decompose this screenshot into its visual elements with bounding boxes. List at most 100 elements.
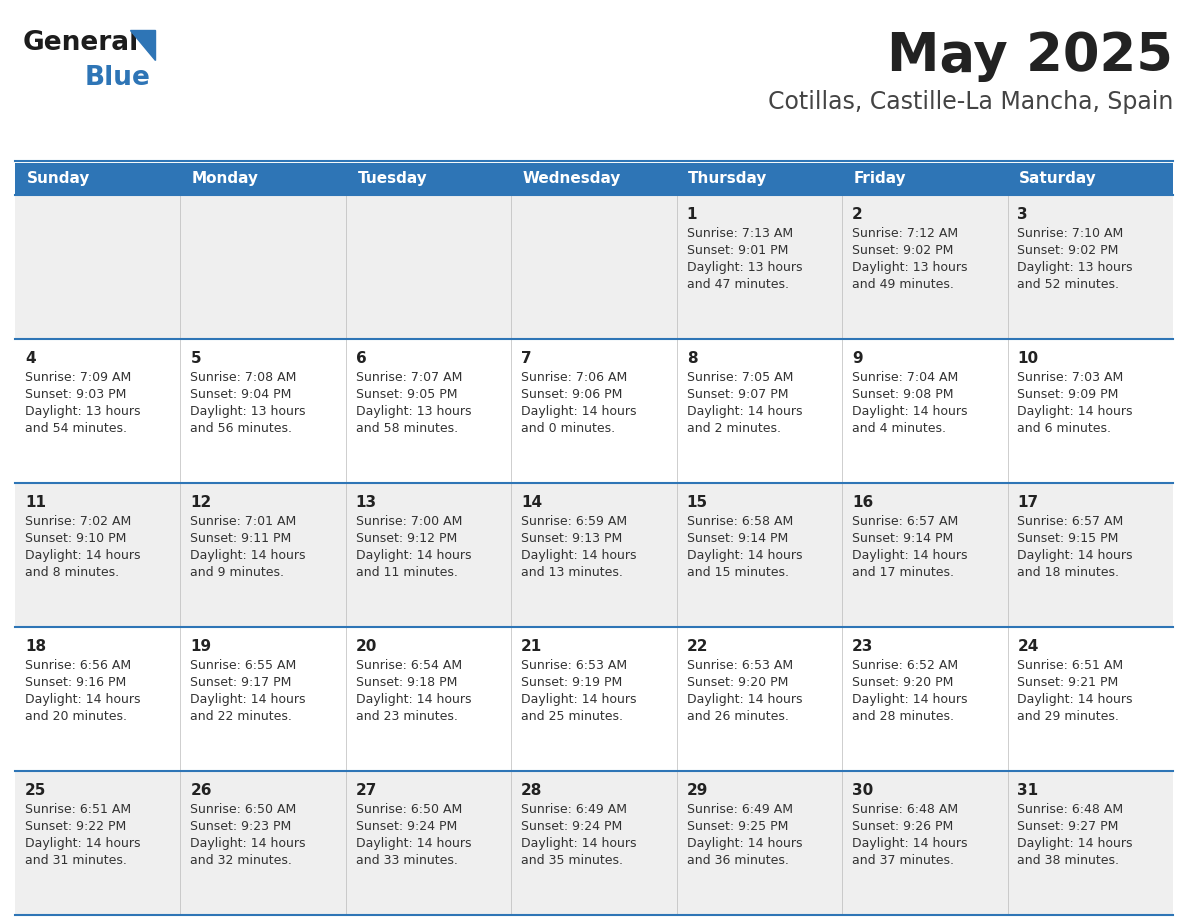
Bar: [677, 627, 842, 771]
Text: Sunset: 9:25 PM: Sunset: 9:25 PM: [687, 820, 788, 833]
Bar: [1007, 483, 1173, 627]
Text: Sunrise: 7:09 AM: Sunrise: 7:09 AM: [25, 371, 131, 384]
Text: Sunset: 9:22 PM: Sunset: 9:22 PM: [25, 820, 126, 833]
Text: 30: 30: [852, 783, 873, 798]
Text: Sunset: 9:13 PM: Sunset: 9:13 PM: [522, 532, 623, 545]
Bar: [181, 771, 346, 915]
Text: Daylight: 14 hours: Daylight: 14 hours: [687, 693, 802, 706]
Text: Daylight: 14 hours: Daylight: 14 hours: [355, 837, 472, 850]
Bar: [15, 483, 181, 627]
Text: 15: 15: [687, 495, 708, 510]
Text: Sunrise: 6:48 AM: Sunrise: 6:48 AM: [852, 803, 959, 816]
Text: Daylight: 14 hours: Daylight: 14 hours: [852, 405, 967, 418]
Bar: [1007, 339, 1173, 483]
Text: 10: 10: [1017, 351, 1038, 366]
Text: Sunset: 9:14 PM: Sunset: 9:14 PM: [687, 532, 788, 545]
Text: Daylight: 14 hours: Daylight: 14 hours: [1017, 837, 1133, 850]
Text: and 13 minutes.: and 13 minutes.: [522, 566, 623, 579]
Bar: [346, 339, 511, 483]
Text: Sunset: 9:17 PM: Sunset: 9:17 PM: [190, 676, 292, 689]
Bar: [677, 163, 842, 195]
Text: Daylight: 14 hours: Daylight: 14 hours: [1017, 405, 1133, 418]
Text: and 17 minutes.: and 17 minutes.: [852, 566, 954, 579]
Bar: [842, 195, 1007, 339]
Text: Daylight: 14 hours: Daylight: 14 hours: [852, 693, 967, 706]
Text: Sunset: 9:24 PM: Sunset: 9:24 PM: [522, 820, 623, 833]
Bar: [15, 339, 181, 483]
Text: Daylight: 13 hours: Daylight: 13 hours: [25, 405, 140, 418]
Text: Sunrise: 6:53 AM: Sunrise: 6:53 AM: [522, 659, 627, 672]
Text: Daylight: 14 hours: Daylight: 14 hours: [687, 549, 802, 562]
Text: 4: 4: [25, 351, 36, 366]
Text: Sunset: 9:01 PM: Sunset: 9:01 PM: [687, 244, 788, 257]
Text: and 54 minutes.: and 54 minutes.: [25, 422, 127, 435]
Text: Sunset: 9:20 PM: Sunset: 9:20 PM: [852, 676, 954, 689]
Bar: [346, 195, 511, 339]
Text: 26: 26: [190, 783, 211, 798]
Bar: [1007, 627, 1173, 771]
Text: and 29 minutes.: and 29 minutes.: [1017, 710, 1119, 723]
Text: Daylight: 13 hours: Daylight: 13 hours: [190, 405, 305, 418]
Text: Daylight: 14 hours: Daylight: 14 hours: [1017, 693, 1133, 706]
Text: 18: 18: [25, 639, 46, 654]
Text: and 15 minutes.: and 15 minutes.: [687, 566, 789, 579]
Text: Sunrise: 6:54 AM: Sunrise: 6:54 AM: [355, 659, 462, 672]
Bar: [677, 195, 842, 339]
Bar: [181, 483, 346, 627]
Text: Sunset: 9:06 PM: Sunset: 9:06 PM: [522, 388, 623, 401]
Text: 28: 28: [522, 783, 543, 798]
Text: 1: 1: [687, 207, 697, 222]
Text: Sunset: 9:10 PM: Sunset: 9:10 PM: [25, 532, 126, 545]
Text: 9: 9: [852, 351, 862, 366]
Text: and 58 minutes.: and 58 minutes.: [355, 422, 457, 435]
Text: 8: 8: [687, 351, 697, 366]
Text: Tuesday: Tuesday: [358, 172, 428, 186]
Text: Sunrise: 6:49 AM: Sunrise: 6:49 AM: [687, 803, 792, 816]
Bar: [1007, 163, 1173, 195]
Text: 11: 11: [25, 495, 46, 510]
Text: 14: 14: [522, 495, 543, 510]
Bar: [1007, 771, 1173, 915]
Text: and 11 minutes.: and 11 minutes.: [355, 566, 457, 579]
Text: and 31 minutes.: and 31 minutes.: [25, 854, 127, 867]
Text: Sunrise: 6:48 AM: Sunrise: 6:48 AM: [1017, 803, 1124, 816]
Text: May 2025: May 2025: [887, 30, 1173, 82]
Text: Sunset: 9:20 PM: Sunset: 9:20 PM: [687, 676, 788, 689]
Text: and 18 minutes.: and 18 minutes.: [1017, 566, 1119, 579]
Text: and 0 minutes.: and 0 minutes.: [522, 422, 615, 435]
Bar: [677, 339, 842, 483]
Text: Sunrise: 6:49 AM: Sunrise: 6:49 AM: [522, 803, 627, 816]
Text: Sunrise: 7:12 AM: Sunrise: 7:12 AM: [852, 227, 959, 240]
Text: 24: 24: [1017, 639, 1038, 654]
Bar: [677, 483, 842, 627]
Text: and 37 minutes.: and 37 minutes.: [852, 854, 954, 867]
Text: Daylight: 14 hours: Daylight: 14 hours: [25, 837, 140, 850]
Text: 7: 7: [522, 351, 532, 366]
Text: Sunset: 9:18 PM: Sunset: 9:18 PM: [355, 676, 457, 689]
Text: Daylight: 14 hours: Daylight: 14 hours: [852, 549, 967, 562]
Text: and 38 minutes.: and 38 minutes.: [1017, 854, 1119, 867]
Bar: [511, 339, 677, 483]
Text: Sunset: 9:14 PM: Sunset: 9:14 PM: [852, 532, 953, 545]
Text: Daylight: 14 hours: Daylight: 14 hours: [190, 549, 305, 562]
Text: Monday: Monday: [192, 172, 259, 186]
Text: and 36 minutes.: and 36 minutes.: [687, 854, 789, 867]
Bar: [346, 163, 511, 195]
Text: 12: 12: [190, 495, 211, 510]
Bar: [346, 771, 511, 915]
Text: Sunrise: 6:51 AM: Sunrise: 6:51 AM: [25, 803, 131, 816]
Text: Sunset: 9:19 PM: Sunset: 9:19 PM: [522, 676, 623, 689]
Text: 16: 16: [852, 495, 873, 510]
Text: 19: 19: [190, 639, 211, 654]
Text: 27: 27: [355, 783, 377, 798]
Bar: [181, 195, 346, 339]
Text: Sunset: 9:09 PM: Sunset: 9:09 PM: [1017, 388, 1119, 401]
Text: Sunrise: 7:02 AM: Sunrise: 7:02 AM: [25, 515, 131, 528]
Text: 22: 22: [687, 639, 708, 654]
Text: 2: 2: [852, 207, 862, 222]
Text: Friday: Friday: [854, 172, 906, 186]
Text: Sunrise: 6:55 AM: Sunrise: 6:55 AM: [190, 659, 297, 672]
Text: and 49 minutes.: and 49 minutes.: [852, 278, 954, 291]
Text: Daylight: 14 hours: Daylight: 14 hours: [25, 549, 140, 562]
Text: Sunrise: 7:04 AM: Sunrise: 7:04 AM: [852, 371, 959, 384]
